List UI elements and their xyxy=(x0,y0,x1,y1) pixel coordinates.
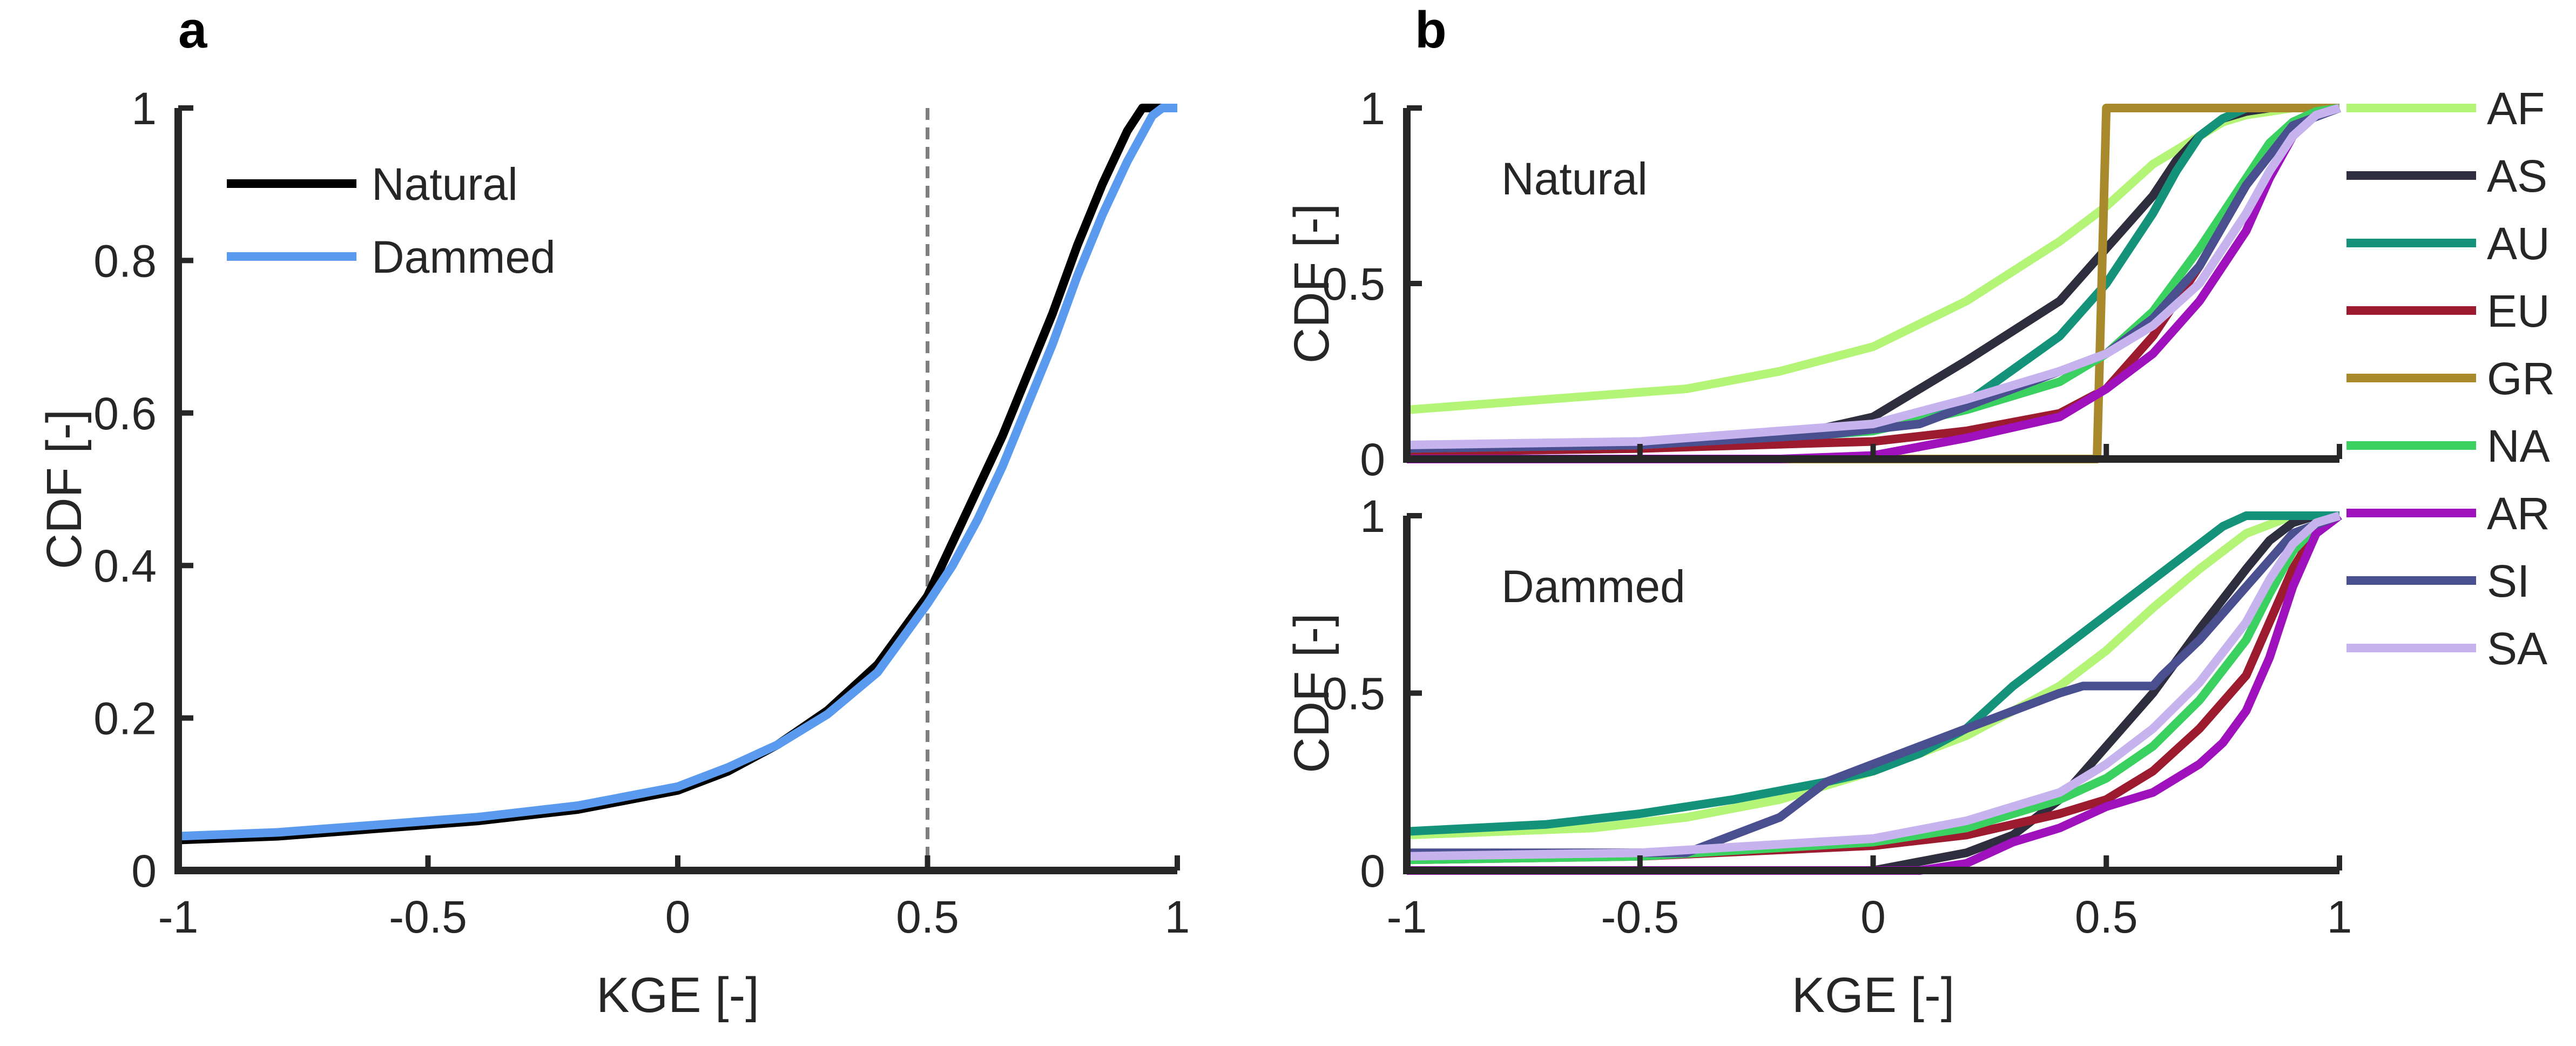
legend-b-label-si: SI xyxy=(2487,556,2530,606)
y-tick-label: 0.4 xyxy=(93,541,157,591)
y-tick-label: 0 xyxy=(131,846,157,896)
x-axis-label: KGE [-] xyxy=(1792,968,1955,1023)
series-line-as xyxy=(1407,511,2339,875)
x-tick-label: -0.5 xyxy=(1601,892,1679,942)
panel-letter-b: b xyxy=(1415,1,1447,59)
x-axis-label: KGE [-] xyxy=(596,968,759,1023)
legend-label-natural: Natural xyxy=(372,159,518,210)
panel-b-dammed-chart: -1 -0.5 0 0.5 1 0 0.5 1 KGE [-] CDF [-] Dammed xyxy=(1284,491,2352,1023)
y-tick-label: 0.6 xyxy=(93,388,157,439)
x-tick-label: -1 xyxy=(1387,892,1427,942)
series-line-dammed xyxy=(178,104,1177,841)
y-tick-label: 0.5 xyxy=(1322,669,1385,719)
panel-annotation: Dammed xyxy=(1501,561,1685,612)
legend-b-label-sa: SA xyxy=(2487,623,2547,674)
legend-b-label-eu: EU xyxy=(2487,286,2550,336)
y-tick-label: 0 xyxy=(1360,434,1385,485)
series-line-ar xyxy=(1407,512,2342,875)
legend-b-label-gr: GR xyxy=(2487,353,2555,404)
y-axis-label: CDF [-] xyxy=(1284,204,1339,363)
legend-b-label-af: AF xyxy=(2487,83,2545,134)
y-tick-label: 0.2 xyxy=(93,693,157,744)
y-tick-label: 0 xyxy=(1360,846,1385,896)
y-tick-label: 0.5 xyxy=(1322,259,1385,309)
y-tick-label: 1 xyxy=(1360,491,1385,542)
x-tick-label: 0.5 xyxy=(896,892,959,942)
series-line-sa xyxy=(1406,104,2341,449)
x-tick-label: 0.5 xyxy=(2075,892,2138,942)
series-line-si xyxy=(1407,511,2341,858)
x-tick-label: -1 xyxy=(158,892,199,942)
x-tick-label: 0 xyxy=(665,892,691,942)
x-tick-label: 0 xyxy=(1860,892,1886,942)
y-tick-label: 1 xyxy=(1360,83,1385,134)
x-tick-label: 1 xyxy=(2327,892,2352,942)
series-line-au xyxy=(1406,511,2339,836)
panel-b-natural-chart: 0 0.5 1 CDF [-] Natural xyxy=(1284,83,2342,485)
legend-b: AF AS AU EU GR NA AR SI SA xyxy=(2346,83,2555,674)
legend-b-label-ar: AR xyxy=(2487,488,2550,539)
y-tick-label: 1 xyxy=(131,83,157,134)
y-axis-label: CDF [-] xyxy=(1284,613,1339,773)
panel-annotation: Natural xyxy=(1501,153,1648,204)
legend-b-label-as: AS xyxy=(2487,151,2547,201)
y-tick-label: 0.8 xyxy=(93,235,157,286)
y-axis-label: CDF [-] xyxy=(37,409,92,569)
series-line-natural xyxy=(178,104,1177,845)
x-tick-label: -0.5 xyxy=(389,892,467,942)
x-tick-label: 1 xyxy=(1165,892,1190,942)
series-line-sa xyxy=(1406,511,2341,861)
panel-a-chart: -1 -0.5 0 0.5 1 0 0.2 0.4 0.6 0.8 1 KGE [-] CDF [-] N… xyxy=(37,83,1190,1023)
legend-b-label-na: NA xyxy=(2487,421,2550,471)
legend-b-label-au: AU xyxy=(2487,218,2550,269)
panel-letter-a: a xyxy=(178,1,207,59)
legend-label-dammed: Dammed xyxy=(372,232,556,282)
series-line-af xyxy=(1406,511,2339,840)
